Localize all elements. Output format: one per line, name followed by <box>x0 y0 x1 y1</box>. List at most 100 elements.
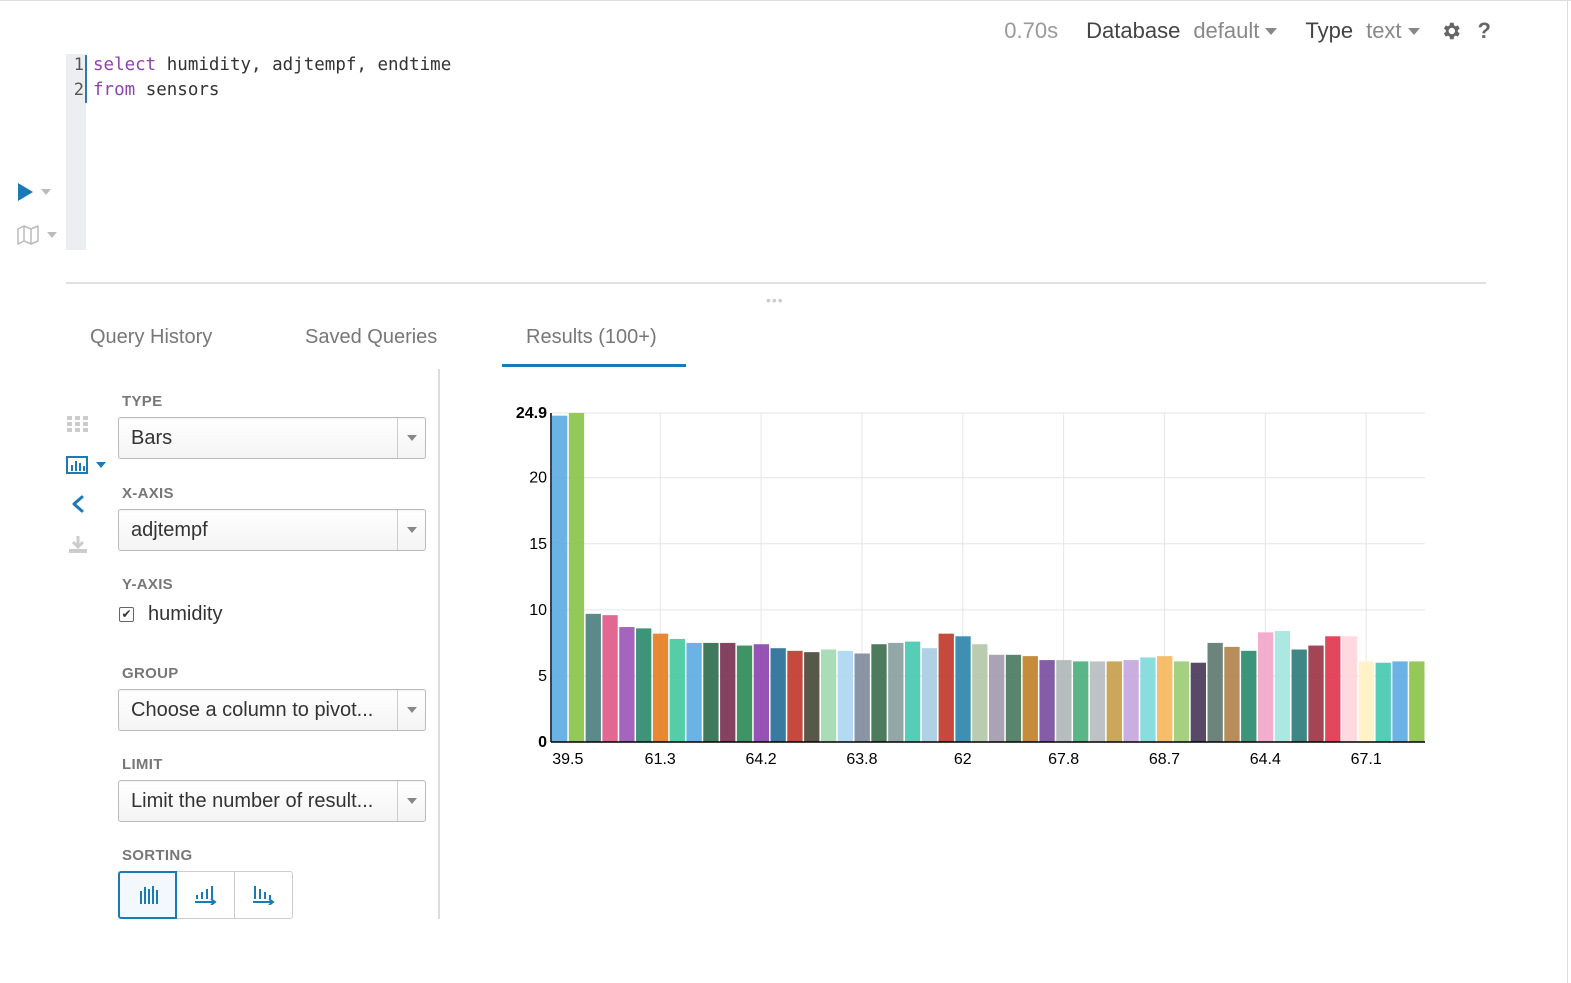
help-icon[interactable]: ? <box>1477 18 1491 43</box>
limit-select[interactable]: Limit the number of result... <box>118 780 426 822</box>
chart-bar[interactable] <box>1157 656 1173 742</box>
chart-type-value: Bars <box>131 427 173 449</box>
chart-bar[interactable] <box>1375 662 1391 742</box>
chart-bar[interactable] <box>1274 631 1291 742</box>
chart-bar[interactable] <box>1224 646 1240 742</box>
line-number: 1 <box>73 55 84 75</box>
chart-bar[interactable] <box>1140 657 1156 742</box>
chart-bar[interactable] <box>1358 661 1375 742</box>
chart-bar[interactable] <box>652 633 669 742</box>
tab-query-history[interactable]: Query History <box>90 326 213 348</box>
limit-placeholder: Limit the number of result... <box>131 790 374 812</box>
xaxis-select[interactable]: adjtempf <box>118 509 426 551</box>
chart-bar[interactable] <box>1325 636 1341 742</box>
editor-divider <box>66 282 1486 284</box>
yaxis-humidity-checkbox[interactable]: ✔ <box>119 607 134 622</box>
y-tick-label: 24.9 <box>516 405 547 422</box>
chart-bar[interactable] <box>669 638 685 742</box>
sort-ascending-button[interactable] <box>176 871 235 919</box>
chart-bar[interactable] <box>871 644 887 742</box>
chart-bar[interactable] <box>938 633 954 742</box>
chart-bar[interactable] <box>921 648 938 742</box>
sort-none-button[interactable] <box>118 871 177 919</box>
sql-editor[interactable]: 1 2 select humidity, adjtempf, endtime f… <box>66 54 1486 250</box>
chart-type-select[interactable]: Bars <box>118 417 426 459</box>
line-gutter <box>66 54 86 250</box>
chart-bar[interactable] <box>1005 654 1022 742</box>
chart-bar[interactable] <box>568 413 585 742</box>
chart-bar[interactable] <box>989 654 1005 742</box>
chart-bar[interactable] <box>972 644 988 742</box>
chart-bar[interactable] <box>820 649 837 742</box>
chart-bar[interactable] <box>703 642 719 742</box>
tab-results[interactable]: Results (100+) <box>526 326 657 348</box>
download-icon[interactable] <box>68 535 88 554</box>
chart-bar[interactable] <box>1392 661 1408 742</box>
database-value: default <box>1193 18 1260 43</box>
chart-bar[interactable] <box>1123 660 1139 742</box>
chart-bar[interactable] <box>888 642 904 742</box>
chart-bar[interactable] <box>804 652 820 742</box>
group-label: GROUP <box>122 665 179 682</box>
chart-type-button[interactable] <box>66 456 106 474</box>
chart-bar[interactable] <box>619 627 635 742</box>
x-tick-label: 63.8 <box>846 751 877 768</box>
chart-bar[interactable] <box>1056 660 1072 742</box>
panel-separator <box>438 369 440 919</box>
chart-bar[interactable] <box>1022 656 1038 742</box>
active-tab-indicator <box>502 364 686 367</box>
code-line[interactable]: select humidity, adjtempf, endtime <box>93 55 451 75</box>
chevron-down-icon <box>397 690 425 730</box>
chart-bar[interactable] <box>1173 661 1190 742</box>
x-tick-label: 61.3 <box>645 751 676 768</box>
chart-bar[interactable] <box>720 642 736 742</box>
type-dropdown[interactable]: text <box>1366 18 1420 44</box>
chevron-down-icon <box>397 781 425 821</box>
x-tick-label: 64.4 <box>1250 751 1281 768</box>
code-line[interactable]: from sensors <box>93 80 219 100</box>
chart-bar[interactable] <box>585 613 601 742</box>
sort-descending-button[interactable] <box>234 871 293 919</box>
chart-bar[interactable] <box>1409 661 1425 742</box>
explain-button[interactable] <box>17 225 57 245</box>
chart-bar[interactable] <box>1089 661 1106 742</box>
chart-bar[interactable] <box>1341 636 1358 742</box>
grid-icon[interactable] <box>67 416 89 432</box>
chart-bar[interactable] <box>1073 661 1089 742</box>
chart-bar[interactable] <box>854 653 870 742</box>
sort-ascending-icon <box>194 886 217 905</box>
chart-bar[interactable] <box>552 415 568 742</box>
chart-bar[interactable] <box>602 615 618 742</box>
xaxis-value: adjtempf <box>131 519 208 541</box>
tab-saved-queries[interactable]: Saved Queries <box>305 326 438 348</box>
chart-bar[interactable] <box>837 650 854 742</box>
gear-icon[interactable] <box>1440 20 1462 42</box>
chart-bar[interactable] <box>753 644 769 742</box>
chart-bar[interactable] <box>1106 661 1122 742</box>
x-tick-label: 39.5 <box>552 751 583 768</box>
chart-bar[interactable] <box>1257 632 1274 742</box>
run-query-button[interactable] <box>18 183 51 201</box>
bar-chart-icon <box>66 456 88 474</box>
chevron-left-icon[interactable] <box>71 495 85 513</box>
group-select[interactable]: Choose a column to pivot... <box>118 689 426 731</box>
chart-bar[interactable] <box>955 636 971 742</box>
database-dropdown[interactable]: default <box>1193 18 1278 44</box>
chart-bar[interactable] <box>904 641 921 742</box>
chart-bar[interactable] <box>1291 649 1307 742</box>
chart-bar[interactable] <box>1207 642 1223 742</box>
chart-bar[interactable] <box>770 648 786 742</box>
chart-bar[interactable] <box>1190 662 1206 742</box>
chevron-down-icon <box>397 418 425 458</box>
chart-bar[interactable] <box>787 650 803 742</box>
resize-handle[interactable]: ••• <box>766 292 784 308</box>
chart-bar[interactable] <box>1308 645 1324 742</box>
chart-bar[interactable] <box>1241 650 1257 742</box>
chart-bar[interactable] <box>1039 660 1055 742</box>
type-value: text <box>1366 18 1402 43</box>
results-bar-chart[interactable]: 0 5 10 15 20 24.9 39.5 61.3 64.2 63.8 62 67.8 68.7 64… <box>500 395 1440 785</box>
y-tick-label: 20 <box>529 470 547 487</box>
chart-bar[interactable] <box>636 628 652 742</box>
chart-bar[interactable] <box>686 642 702 742</box>
chart-bar[interactable] <box>736 645 753 742</box>
